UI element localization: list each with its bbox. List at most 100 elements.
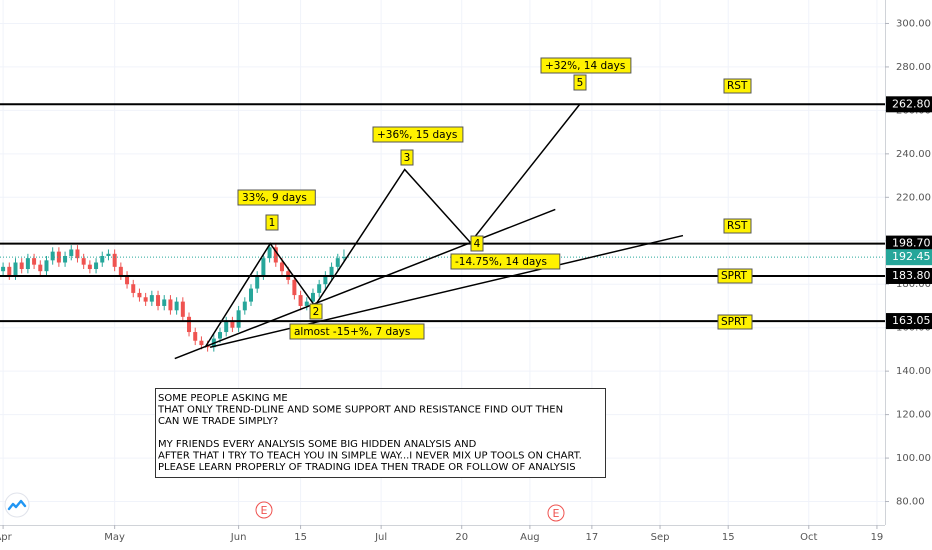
candle-body [298,295,303,306]
wave-label: -14.75%, 14 days [455,256,547,268]
wave-label-box [540,57,632,74]
candle-body [255,275,260,289]
level-tag-box [717,268,753,284]
x-tick-label: 17 [585,532,598,543]
candle-body [236,310,241,328]
candle-body [230,321,235,328]
candle-body [44,260,49,272]
level-tag: SPRT [721,316,748,328]
candle-body [81,258,86,265]
wave-point-box [265,214,279,231]
wave-label-box [372,126,464,143]
wave-label-box [289,323,425,340]
level-price-label: 262.80 [892,97,931,110]
candle-body [310,292,315,302]
candle-body [187,316,192,333]
candle-body [56,251,61,263]
event-label: E [553,507,560,520]
wave-label-box [237,189,316,206]
candle-body [7,266,12,276]
level-tag: RST [727,80,748,92]
candle-body [112,253,117,267]
level-price-box [886,313,932,330]
level-price-box [886,267,932,284]
y-tick-label: 120.00 [896,410,931,421]
note-line: CAN WE TRADE SIMPLY? [158,416,278,427]
y-tick-label: 300.00 [896,18,931,29]
candle-body [193,332,198,341]
candle-body [125,275,130,285]
note-line: THAT ONLY TREND-DLINE AND SOME SUPPORT A… [157,405,563,416]
candle-body [94,262,99,270]
candle-body [317,284,322,293]
trendline [209,234,684,348]
level-tag: RST [727,220,748,232]
candle-body [63,255,68,263]
note-line: MY FRIENDS EVERY ANALYSIS SOME BIG HIDDE… [158,439,477,450]
candle-body [25,258,30,270]
level-tag-box [723,218,752,234]
candle-body [279,262,284,272]
x-tick-label: Oct [800,532,817,543]
candle-body [143,297,148,302]
y-tick-label: 180.00 [896,279,931,290]
level-price-label: 163.05 [892,314,931,327]
level-price-label: 198.70 [892,237,931,250]
y-tick-label: 280.00 [896,62,931,73]
event-label: E [261,504,268,517]
candle-body [32,258,37,265]
candle-body [1,266,6,272]
candle-body [168,299,173,311]
candle-body [267,247,272,259]
candle-body [323,275,328,285]
candle-body [19,262,24,270]
candle-body [304,301,309,306]
candle-body [248,288,253,302]
candle-body [50,251,55,261]
level-price-box [886,235,932,252]
overlay: RST RST SPRT SPRT 1 33%, 9 days 2 almost -15+%,… [0,57,885,522]
candle-body [100,255,105,263]
y-tick-label: 80.00 [896,497,925,508]
level-tag: SPRT [721,270,748,282]
y-tick-label: 240.00 [896,149,931,160]
x-tick-label: Jun [230,532,247,543]
trendline [174,208,556,360]
candle-body [69,249,74,256]
note-line: PLEASE LEARN PROPERLY OF TRADING IDEA TH… [158,462,576,473]
wave-point-box [573,74,587,91]
wave-label: 33%, 9 days [242,192,307,204]
event-marker [255,501,273,519]
last-price-box [886,249,932,266]
wave-point: 1 [269,217,276,229]
candle-body [335,258,340,267]
wave-point: 4 [474,238,481,250]
candle-body [13,262,18,276]
wave-label: +32%, 14 days [545,60,625,72]
candle-body [156,295,161,306]
candle-body [131,284,136,293]
candle-body [261,258,266,276]
event-marker [547,504,565,522]
candle-body [329,266,334,276]
candle-body [118,266,123,276]
candle-body [174,301,179,311]
candle-body [75,249,80,259]
level-price-label: 183.80 [892,269,931,282]
wave-line [204,103,581,348]
x-tick-label: 15 [722,532,735,543]
wave-label: +36%, 15 days [377,129,457,141]
x-tick-label: Aug [520,532,540,543]
x-tick-label: 19 [871,532,884,543]
x-tick-label: 20 [455,532,468,543]
x-tick-label: Apr [0,532,13,543]
x-tick-label: Jul [374,532,387,543]
level-tag-box [723,78,752,94]
candle-body [162,299,167,306]
wave-point-box [309,303,323,320]
candle-body [292,279,297,296]
x-tick-label: May [104,532,125,543]
wave-label: almost -15+%, 7 days [294,326,410,338]
candle-body [242,301,247,311]
